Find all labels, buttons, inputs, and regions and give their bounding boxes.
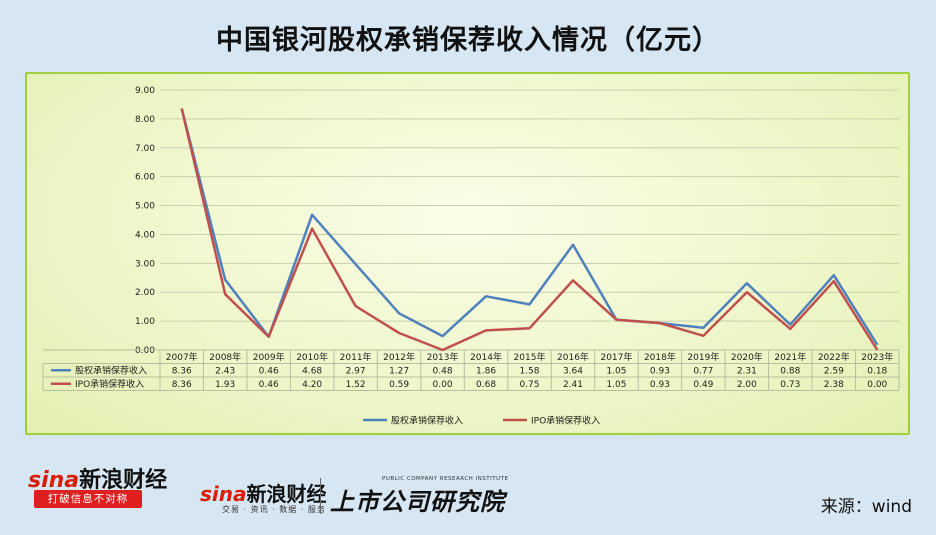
table-cell-value: 0.48 [433, 367, 453, 377]
y-tick-label: 8.00 [135, 115, 155, 125]
y-tick-label: 2.00 [135, 288, 155, 298]
table-cell-value: 2.97 [346, 367, 366, 377]
table-cell-value: 1.58 [519, 367, 539, 377]
sina-finance-logo: sina新浪财经 [28, 468, 168, 493]
table-cell-value: 1.05 [606, 367, 626, 377]
table-cell-value: 0.49 [693, 380, 713, 390]
x-tick-label: 2014年 [470, 351, 502, 363]
sina-slogan: 打破信息不对称 [34, 490, 142, 508]
logo-divider [320, 478, 321, 514]
x-tick-label: 2021年 [774, 351, 806, 363]
table-cell-value: 8.36 [172, 380, 192, 390]
x-tick-label: 2020年 [731, 351, 763, 363]
sina-finance-logo-2: sina新浪财经 [200, 482, 327, 506]
y-tick-label: 1.00 [135, 317, 155, 327]
table-cell-value: 0.93 [650, 380, 670, 390]
table-cell-value: 0.00 [867, 380, 887, 390]
research-institute-logo: 上市公司研究院 [330, 488, 505, 516]
table-cell-value: 0.68 [476, 380, 496, 390]
table-cell-value: 0.73 [780, 380, 800, 390]
table-cell-value: 0.93 [650, 367, 670, 377]
table-cell-value: 0.46 [259, 380, 279, 390]
x-tick-label: 2018年 [644, 351, 676, 363]
x-tick-label: 2007年 [166, 351, 198, 363]
y-tick-label: 9.00 [135, 86, 155, 96]
table-cell-value: 2.41 [563, 380, 583, 390]
table-cell-value: 2.31 [737, 367, 757, 377]
x-tick-label: 2009年 [253, 351, 285, 363]
x-tick-label: 2016年 [557, 351, 589, 363]
series-line-1 [180, 108, 879, 346]
x-tick-label: 2017年 [600, 351, 632, 363]
table-cell-value: 0.75 [519, 380, 539, 390]
table-cell-value: 0.18 [867, 367, 887, 377]
legend-label: IPO承销保荐收入 [531, 415, 600, 427]
table-cell-value: 1.52 [346, 380, 366, 390]
source-label: 来源：wind [820, 497, 912, 517]
table-cell-value: 2.43 [215, 367, 235, 377]
series-line-2 [180, 108, 879, 352]
table-row-label: 股权承销保荐收入 [75, 365, 147, 377]
y-tick-label: 4.00 [135, 230, 155, 240]
x-tick-label: 2013年 [427, 351, 459, 363]
x-tick-label: 2015年 [514, 351, 546, 363]
table-row-label: IPO承销保荐收入 [75, 378, 144, 390]
table-cell-value: 1.93 [215, 380, 235, 390]
page-title: 中国银河股权承销保荐收入情况（亿元） [216, 25, 720, 56]
x-tick-label: 2023年 [861, 351, 893, 363]
line-chart: 0.00 1.00 2.00 3.00 4.00 5.00 6.00 7.00 8.00 9.00… [42, 86, 900, 427]
x-tick-label: 2008年 [209, 351, 241, 363]
table-cell-value: 1.86 [476, 367, 496, 377]
y-tick-label: 3.00 [135, 259, 155, 269]
x-tick-label: 2022年 [818, 351, 850, 363]
table-cell-value: 1.05 [606, 380, 626, 390]
table-cell-value: 0.46 [259, 367, 279, 377]
legend-label: 股权承销保荐收入 [391, 415, 463, 427]
sina-sub-slogan: 交易 · 资讯 · 数据 · 服务 [222, 505, 326, 514]
table-cell-value: 3.64 [563, 367, 583, 377]
x-tick-label: 2010年 [296, 351, 328, 363]
y-tick-label: 7.00 [135, 144, 155, 154]
table-cell-value: 4.68 [302, 367, 322, 377]
research-institute-en: PUBLIC COMPANY RESEARCH INSTITUTE [382, 476, 509, 482]
table-cell-value: 0.77 [693, 367, 713, 377]
x-tick-label: 2011年 [340, 351, 372, 363]
x-tick-label: 2019年 [687, 351, 719, 363]
table-cell-value: 2.00 [737, 380, 757, 390]
chart-panel: 0.00 1.00 2.00 3.00 4.00 5.00 6.00 7.00 8.00 9.00… [25, 72, 910, 435]
table-cell-value: 8.36 [172, 367, 192, 377]
table-cell-value: 0.59 [389, 380, 409, 390]
y-tick-label: 6.00 [135, 173, 155, 183]
table-cell-value: 4.20 [302, 380, 322, 390]
table-cell-value: 2.59 [824, 367, 844, 377]
table-cell-value: 2.38 [824, 380, 844, 390]
y-tick-label: 0.00 [135, 346, 155, 356]
y-tick-label: 5.00 [135, 202, 155, 212]
table-cell-value: 0.88 [780, 367, 800, 377]
table-cell-value: 0.00 [433, 380, 453, 390]
table-cell-value: 1.27 [389, 367, 409, 377]
x-tick-label: 2012年 [383, 351, 415, 363]
